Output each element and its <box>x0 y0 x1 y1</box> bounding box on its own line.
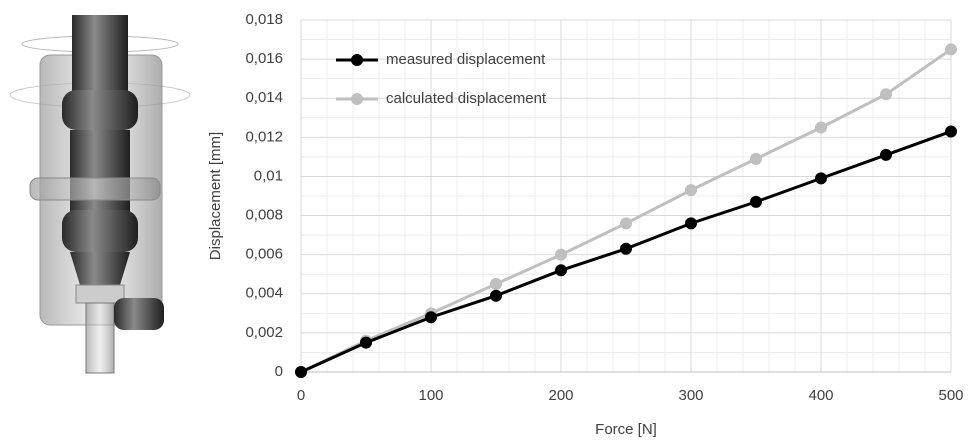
y-tick-label: 0,018 <box>245 11 283 28</box>
y-tick-label: 0,01 <box>254 167 283 184</box>
data-point <box>880 148 892 161</box>
x-tick-label: 500 <box>938 387 963 404</box>
data-point <box>490 289 502 302</box>
data-point <box>620 217 632 230</box>
legend-marker <box>351 54 363 66</box>
data-point <box>555 248 567 261</box>
data-point <box>750 195 762 208</box>
y-tick-label: 0,006 <box>245 246 283 263</box>
data-point <box>685 184 697 197</box>
x-axis-label: Force [N] <box>595 421 657 438</box>
legend-label: calculated displacement <box>386 90 547 107</box>
data-point <box>750 152 762 165</box>
y-tick-label: 0,014 <box>245 89 283 106</box>
y-axis-label: Displacement [mm] <box>207 132 224 260</box>
data-point <box>360 336 372 349</box>
data-point <box>490 278 502 290</box>
data-point <box>945 125 957 138</box>
y-tick-label: 0,012 <box>245 128 283 145</box>
data-point <box>295 366 307 378</box>
data-point <box>425 311 437 324</box>
y-tick-label: 0,002 <box>245 324 283 341</box>
data-point <box>815 121 827 134</box>
legend-marker <box>351 93 363 105</box>
y-tick-label: 0 <box>275 363 283 380</box>
legend-label: measured displacement <box>386 51 546 68</box>
data-point <box>620 242 632 255</box>
y-tick-label: 0,008 <box>245 207 283 224</box>
data-point <box>815 172 827 185</box>
data-point <box>880 88 892 101</box>
x-tick-label: 400 <box>808 387 833 404</box>
x-tick-label: 100 <box>418 387 443 404</box>
x-tick-label: 200 <box>548 387 573 404</box>
device-render <box>9 15 191 374</box>
data-point <box>555 264 567 277</box>
data-point <box>945 43 957 56</box>
y-tick-label: 0,004 <box>245 285 283 302</box>
x-tick-label: 300 <box>678 387 703 404</box>
y-tick-label: 0,016 <box>245 50 283 67</box>
data-point <box>685 217 697 230</box>
x-tick-label: 0 <box>297 387 305 404</box>
